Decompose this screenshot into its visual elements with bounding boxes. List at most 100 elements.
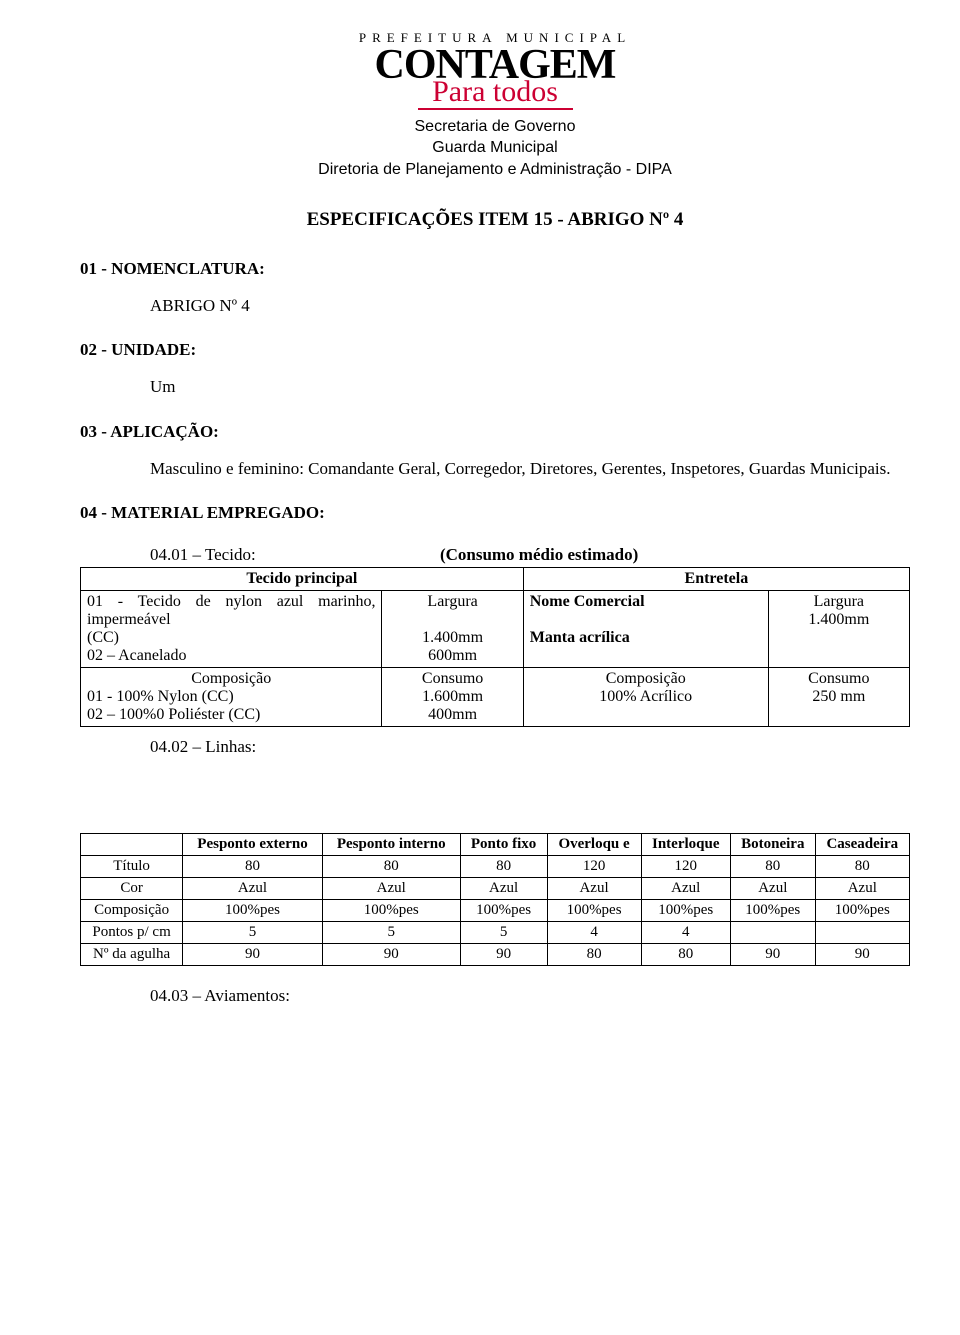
cell: 100%pes — [815, 900, 909, 922]
aviamentos-label: 04.03 – Aviamentos: — [150, 986, 910, 1006]
linhas-h5: Interloque — [641, 834, 730, 856]
linhas-h3-text: Ponto fixo — [465, 836, 543, 853]
cell: 5 — [460, 922, 547, 944]
header-line-2: Secretaria de Governo — [80, 116, 910, 138]
r2a-v1: 01 - 100% Nylon (CC) — [87, 688, 375, 706]
cell: 90 — [322, 944, 460, 966]
cell: 100%pes — [460, 900, 547, 922]
r2b-label: Consumo — [388, 670, 516, 688]
header-line-4: Diretoria de Planejamento e Administraçã… — [80, 159, 910, 181]
cell: 90 — [730, 944, 815, 966]
cell — [730, 922, 815, 944]
cell: Azul — [547, 878, 641, 900]
linhas-h2-text: Pesponto interno — [327, 836, 456, 853]
linhas-h1-text: Pesponto externo — [187, 836, 318, 853]
linhas-label: 04.02 – Linhas: — [150, 737, 910, 757]
r1b-label: Largura — [388, 593, 516, 611]
r1d-label: Largura — [775, 593, 903, 611]
r1b-v2: 600mm — [388, 647, 516, 665]
cell-r2b: Consumo 1.600mm 400mm — [382, 668, 523, 727]
cell — [815, 922, 909, 944]
cell: 100%pes — [183, 900, 323, 922]
cell-r2d: Consumo 250 mm — [768, 668, 909, 727]
r2b-v2: 400mm — [388, 706, 516, 724]
r1c-val: Manta acrílica — [530, 629, 762, 647]
cell: 80 — [183, 856, 323, 878]
r2a-v2: 02 – 100%0 Poliéster (CC) — [87, 706, 375, 724]
cell: Título — [81, 856, 183, 878]
document-header: PREFEITURA MUNICIPAL CONTAGEM Para todos… — [80, 30, 910, 181]
cell: Azul — [730, 878, 815, 900]
cell: Pontos p/ cm — [81, 922, 183, 944]
r2c-label: Composição — [530, 670, 762, 688]
section-04-head: 04 - MATERIAL EMPREGADO: — [80, 503, 910, 523]
linhas-h7: Caseadeira — [815, 834, 909, 856]
cell-r1a: 01 - Tecido de nylon azul marinho, imper… — [81, 591, 382, 668]
cell: 5 — [322, 922, 460, 944]
cell: 80 — [460, 856, 547, 878]
tecido-table: Tecido principal Entretela 01 - Tecido d… — [80, 567, 910, 727]
document-title: ESPECIFICAÇÕES ITEM 15 - ABRIGO Nº 4 — [80, 209, 910, 231]
cell: Cor — [81, 878, 183, 900]
section-03-body: Masculino e feminino: Comandante Geral, … — [80, 456, 910, 482]
cell-r2a: Composição 01 - 100% Nylon (CC) 02 – 100… — [81, 668, 382, 727]
linhas-h2: Pesponto interno — [322, 834, 460, 856]
cell: 90 — [460, 944, 547, 966]
cell: 5 — [183, 922, 323, 944]
cell: 4 — [641, 922, 730, 944]
linhas-h3: Ponto fixo — [460, 834, 547, 856]
linhas-h6: Botoneira — [730, 834, 815, 856]
r2d-val: 250 mm — [775, 688, 903, 706]
section-02-head: 02 - UNIDADE: — [80, 340, 910, 360]
cell: Nº da agulha — [81, 944, 183, 966]
table-row: Composição 01 - 100% Nylon (CC) 02 – 100… — [81, 668, 910, 727]
cell-r1a-text: 01 - Tecido de nylon azul marinho, imper… — [87, 593, 375, 665]
cell: 4 — [547, 922, 641, 944]
cell: 80 — [322, 856, 460, 878]
slogan-underline — [418, 108, 573, 110]
cell: 80 — [730, 856, 815, 878]
cell: 100%pes — [547, 900, 641, 922]
r1d-val: 1.400mm — [775, 611, 903, 629]
section-02-body: Um — [150, 374, 910, 400]
table-row: Tecido principal Entretela — [81, 568, 910, 591]
cell: 80 — [815, 856, 909, 878]
cell-r1c: Nome Comercial Manta acrílica — [523, 591, 768, 668]
section-01-body: ABRIGO Nº 4 — [150, 293, 910, 319]
linhas-h4-text: Overloqu e — [552, 836, 637, 853]
r2a-label: Composição — [87, 670, 375, 688]
tecido-num: 04.01 – Tecido: — [150, 545, 256, 564]
cell: 90 — [183, 944, 323, 966]
cell: Azul — [460, 878, 547, 900]
table-row: Pontos p/ cm 5 5 5 4 4 — [81, 922, 910, 944]
table-row: Cor Azul Azul Azul Azul Azul Azul Azul — [81, 878, 910, 900]
tecido-label-row: 04.01 – Tecido: (Consumo médio estimado) — [150, 545, 910, 565]
r1c-label: Nome Comercial — [530, 593, 762, 611]
table-row: Composição 100%pes 100%pes 100%pes 100%p… — [81, 900, 910, 922]
section-03-head: 03 - APLICAÇÃO: — [80, 422, 910, 442]
table-row: 01 - Tecido de nylon azul marinho, imper… — [81, 591, 910, 668]
cell: 100%pes — [641, 900, 730, 922]
cell-r1d: Largura 1.400mm — [768, 591, 909, 668]
linhas-table: Pesponto externo Pesponto interno Ponto … — [80, 833, 910, 966]
cell: Azul — [322, 878, 460, 900]
cell: Azul — [641, 878, 730, 900]
document-page: PREFEITURA MUNICIPAL CONTAGEM Para todos… — [0, 0, 960, 1335]
linhas-h4: Overloqu e — [547, 834, 641, 856]
cell: 100%pes — [730, 900, 815, 922]
cell: 80 — [641, 944, 730, 966]
cell: 90 — [815, 944, 909, 966]
linhas-h1: Pesponto externo — [183, 834, 323, 856]
section-01-head: 01 - NOMENCLATURA: — [80, 259, 910, 279]
cell: 80 — [547, 944, 641, 966]
r1b-v1: 1.400mm — [388, 629, 516, 647]
linhas-h0 — [81, 834, 183, 856]
r2c-val: 100% Acrílico — [530, 688, 762, 706]
header-slogan: Para todos — [432, 80, 558, 104]
r2b-v1: 1.600mm — [388, 688, 516, 706]
cell: 120 — [641, 856, 730, 878]
hdr-principal: Tecido principal — [81, 568, 524, 591]
cell-r2c: Composição 100% Acrílico — [523, 668, 768, 727]
cell: Azul — [183, 878, 323, 900]
table-row: Pesponto externo Pesponto interno Ponto … — [81, 834, 910, 856]
